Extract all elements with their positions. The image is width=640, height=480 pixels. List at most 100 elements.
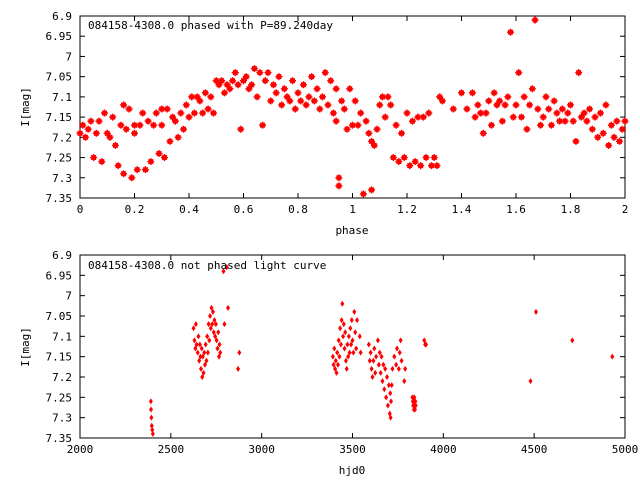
- raw-data-point: [222, 321, 227, 328]
- phased-data-point: [324, 101, 332, 109]
- raw-data-point: [342, 345, 347, 352]
- raw-data-point: [384, 394, 389, 401]
- phased-data-point: [400, 154, 408, 162]
- phased-data-point: [152, 109, 160, 117]
- raw-data-point: [215, 345, 220, 352]
- phased-data-point: [537, 121, 545, 129]
- raw-data-point: [200, 353, 205, 360]
- raw-data-point: [193, 321, 198, 328]
- phased-data-point: [496, 97, 504, 105]
- raw-data-point: [201, 369, 206, 376]
- phased-y-tick-label: 7.2: [52, 131, 72, 144]
- phased-data-point: [512, 101, 520, 109]
- phased-data-point: [231, 69, 239, 77]
- phased-data-point: [321, 69, 329, 77]
- phased-data-point: [204, 105, 212, 113]
- phased-data-point: [144, 117, 152, 125]
- raw-data-point: [379, 353, 384, 360]
- phased-y-tick-label: 7.1: [52, 91, 72, 104]
- raw-data-point: [207, 337, 212, 344]
- phased-data-point: [458, 89, 465, 97]
- raw-data-point: [194, 341, 199, 348]
- phased-x-tick-label: 1.4: [452, 203, 472, 216]
- raw-data-point: [202, 349, 207, 356]
- raw-data-point: [332, 345, 337, 352]
- raw-data-point: [346, 333, 351, 340]
- phased-x-tick-label: 1.8: [561, 203, 581, 216]
- phased-data-point: [425, 109, 433, 117]
- raw-data-point: [413, 398, 418, 405]
- raw-light-curve-panel: 2000 2500 3000 3500 4000 4500 5000 6.9 6.95 7 7.05…: [19, 249, 638, 477]
- raw-data-point: [330, 353, 335, 360]
- raw-data-point: [376, 361, 381, 368]
- raw-data-point: [339, 317, 344, 324]
- phased-data-point: [547, 121, 555, 129]
- phased-data-point: [588, 125, 596, 133]
- raw-data-point: [199, 345, 204, 352]
- phased-data-point: [122, 125, 130, 133]
- raw-data-point: [389, 382, 394, 389]
- raw-data-point: [354, 345, 359, 352]
- raw-data-point: [218, 349, 223, 356]
- phased-data-point: [139, 109, 147, 117]
- phased-data-point: [586, 105, 594, 113]
- phased-data-point: [190, 109, 198, 117]
- phased-x-tick-label: 1: [349, 203, 356, 216]
- phased-data-point: [332, 117, 340, 125]
- phased-data-point: [223, 81, 231, 89]
- raw-data-point: [383, 365, 388, 372]
- phased-data-point: [210, 109, 218, 117]
- raw-data-point: [214, 337, 219, 344]
- raw-data-point: [382, 386, 387, 393]
- phased-data-point: [479, 129, 487, 137]
- phased-data-point: [373, 125, 381, 133]
- raw-data-point: [236, 365, 241, 372]
- raw-data-point: [343, 329, 348, 336]
- phased-y-tick-label: 6.9: [52, 10, 72, 23]
- phased-data-point: [599, 129, 607, 137]
- phased-data-point: [346, 85, 354, 93]
- phased-data-point: [147, 158, 155, 166]
- phased-data-point: [531, 16, 539, 24]
- phased-y-tick-label: 7.3: [52, 172, 72, 185]
- phased-data-point: [302, 101, 310, 109]
- raw-data-point: [334, 369, 339, 376]
- phased-data-point: [283, 93, 291, 101]
- phased-data-point: [343, 125, 351, 133]
- raw-data-point: [378, 369, 383, 376]
- phased-y-tick-label: 6.95: [46, 30, 73, 43]
- phased-data-point: [340, 105, 348, 113]
- phased-data-point: [150, 121, 158, 129]
- phased-data-point: [485, 97, 493, 105]
- phased-data-point: [272, 89, 280, 97]
- raw-data-point: [570, 337, 575, 344]
- raw-data-point: [226, 304, 231, 311]
- raw-data-point: [217, 341, 222, 348]
- phased-data-point: [370, 141, 378, 149]
- phased-data-point: [128, 174, 136, 182]
- phased-data-point: [185, 113, 193, 121]
- raw-data-point: [198, 365, 203, 372]
- raw-data-point: [341, 333, 346, 340]
- phased-data-point: [117, 121, 125, 129]
- raw-data-point: [533, 308, 538, 315]
- phased-data-point: [201, 89, 209, 97]
- phased-y-tick-label: 7.35: [46, 192, 73, 205]
- phased-data-point: [169, 113, 177, 121]
- phased-data-point: [332, 85, 340, 93]
- raw-data-point: [403, 365, 408, 372]
- phased-data-point: [553, 109, 561, 117]
- raw-data-point: [343, 357, 348, 364]
- raw-x-tick-label: 3500: [339, 443, 366, 456]
- phased-data-point: [98, 158, 106, 166]
- raw-data-point: [338, 341, 343, 348]
- phased-data-point: [294, 89, 302, 97]
- phased-data-point: [564, 109, 572, 117]
- phased-data-point: [357, 109, 365, 117]
- phased-data-point: [430, 154, 438, 162]
- phased-data-point: [602, 101, 610, 109]
- phased-data-point: [286, 97, 294, 105]
- phased-data-point: [81, 133, 89, 141]
- phased-chart-title: 084158-4308.0 phased with P=89.240day: [88, 19, 333, 32]
